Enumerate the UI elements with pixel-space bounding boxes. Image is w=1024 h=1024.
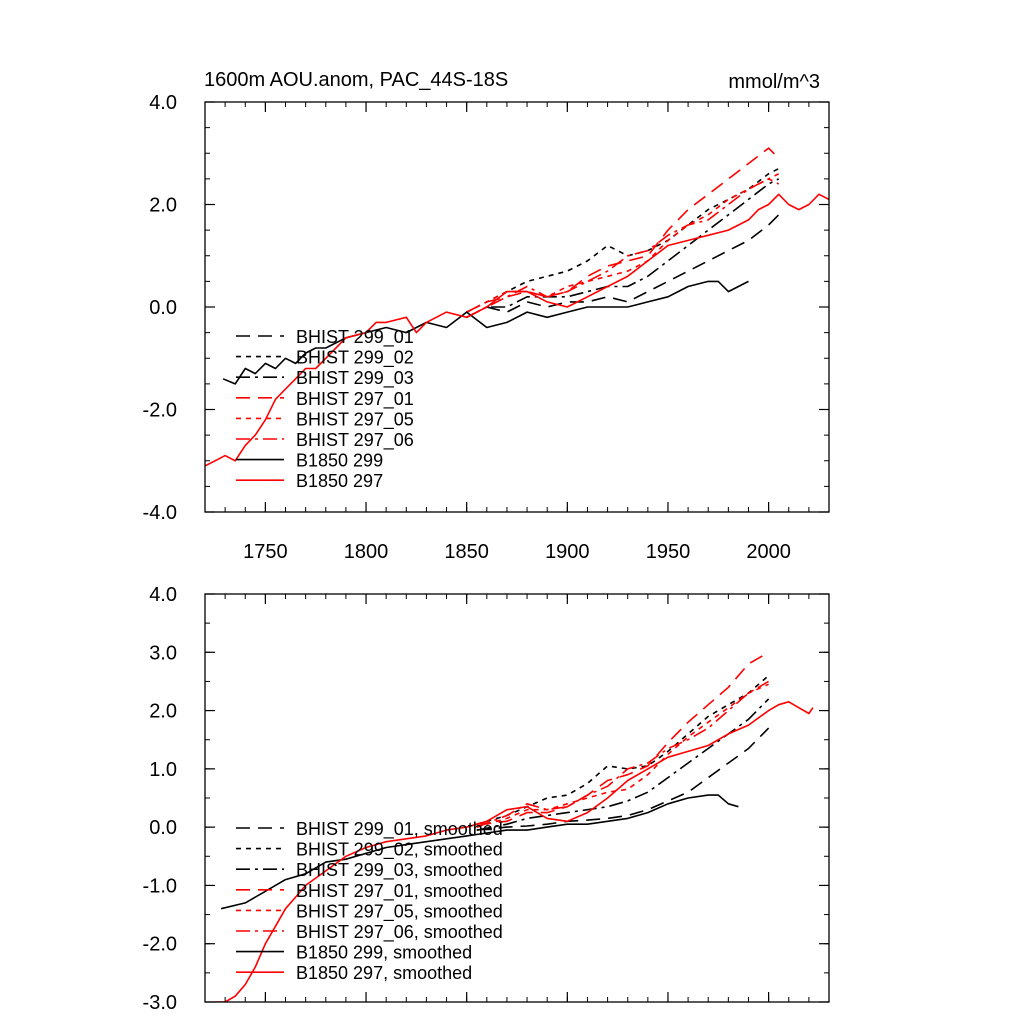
- y-tick-label: -4.0: [143, 502, 177, 524]
- y-tick-label: -2.0: [143, 400, 177, 422]
- y-tick-label: 4.0: [149, 584, 177, 606]
- y-tick-label: 4.0: [149, 92, 177, 114]
- series-line-b1850-297: [205, 193, 829, 467]
- x-tick-label: 1750: [243, 541, 288, 563]
- series-line-b1850-299-smoothed: [220, 794, 739, 910]
- series-line-bhist-297-05: [466, 178, 780, 313]
- y-tick-label: -1.0: [143, 875, 177, 897]
- series-line-bhist-297-05-smoothed: [476, 683, 769, 828]
- y-tick-label: 2.0: [149, 701, 177, 723]
- x-tick-label: 1850: [444, 541, 489, 563]
- x-tick-label: 1800: [344, 541, 389, 563]
- bottom-panel: -3.0 -2.0 -1.0 0.0 1.0 2.0 3.0 4.0 BHIST 299_01,…: [143, 584, 830, 1014]
- x-tick-label: 1900: [545, 541, 590, 563]
- y-tick-label: 0.0: [149, 297, 177, 319]
- legend-label: BHIST 299_02: [296, 348, 414, 369]
- series-line-bhist-297-01: [466, 147, 780, 313]
- series-group: [205, 147, 829, 467]
- legend-label: BHIST 297_05: [296, 409, 414, 430]
- legend-label: BHIST 297_06: [296, 430, 414, 451]
- series-line-bhist-297-01-smoothed: [476, 651, 769, 825]
- legend-label: B1850 299, smoothed: [296, 943, 472, 963]
- plot-frame: [204, 593, 830, 1003]
- series-line-bhist-297-06-smoothed: [476, 680, 770, 828]
- legend-label: B1850 299: [296, 451, 383, 471]
- legend-label: BHIST 297_01, smoothed: [296, 881, 503, 902]
- legend-label: BHIST 299_02, smoothed: [296, 840, 503, 861]
- series-group: [215, 651, 814, 1002]
- units-label: mmol/m^3: [728, 71, 820, 93]
- legend-label: BHIST 297_05, smoothed: [296, 901, 503, 922]
- x-tick-label: 1950: [646, 541, 691, 563]
- legend-label: BHIST 297_01: [296, 389, 414, 410]
- legend-label: B1850 297: [296, 471, 383, 491]
- series-line-bhist-299-03-smoothed: [476, 698, 770, 831]
- chart-title: 1600m AOU.anom, PAC_44S-18S: [204, 69, 508, 91]
- x-tick-label: 2000: [746, 541, 791, 563]
- legend-label: B1850 297, smoothed: [296, 963, 472, 983]
- series-line-b1850-297-smoothed: [215, 700, 814, 1002]
- legend-label: BHIST 299_01, smoothed: [296, 819, 503, 840]
- series-line-bhist-299-02-smoothed: [476, 674, 770, 825]
- legend-label: BHIST 297_06, smoothed: [296, 922, 503, 943]
- y-tick-label: 1.0: [149, 759, 177, 781]
- series-line-bhist-299-01: [466, 214, 780, 319]
- y-tick-label: -2.0: [143, 934, 177, 956]
- series-line-bhist-297-06: [466, 173, 780, 319]
- y-tick-label: 2.0: [149, 195, 177, 217]
- y-tick-label: 3.0: [149, 642, 177, 664]
- top-panel: -4.0 -2.0 0.0 2.0 4.0 1750 1800 1850 1900 1950 200…: [143, 92, 830, 563]
- legend-label: BHIST 299_03: [296, 368, 414, 389]
- plot-frame: [204, 101, 830, 513]
- y-tick-label: -3.0: [143, 992, 177, 1014]
- y-tick-label: 0.0: [149, 817, 177, 839]
- series-line-bhist-299-01-smoothed: [476, 727, 770, 831]
- legend-label: BHIST 299_03, smoothed: [296, 860, 503, 881]
- legend-label: BHIST 299_01: [296, 327, 414, 348]
- series-line-bhist-299-03: [466, 178, 780, 319]
- series-line-b1850-299: [222, 280, 749, 385]
